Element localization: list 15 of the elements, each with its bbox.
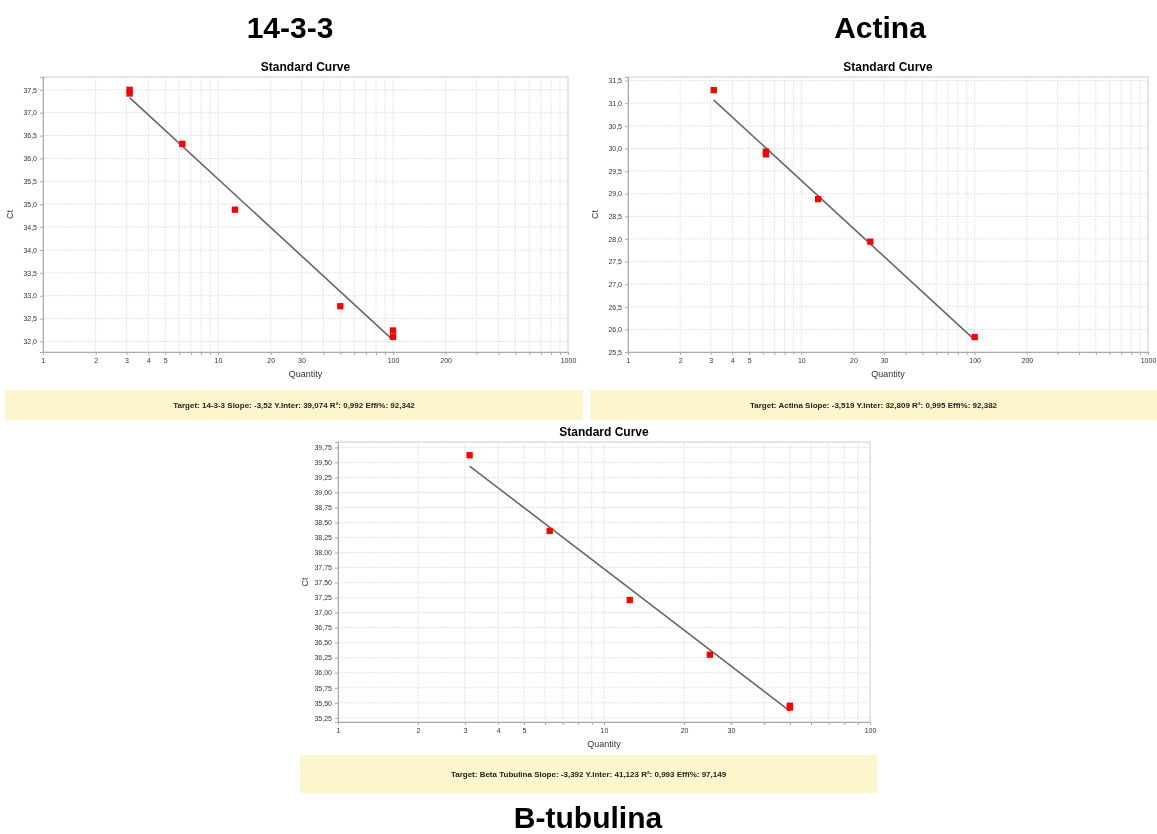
y-axis-title: Ct	[300, 577, 310, 587]
x-axis-title: Quantity	[871, 369, 906, 379]
chart-title: 14-3-3	[246, 11, 334, 44]
x-axis-title: Quantity	[288, 369, 323, 379]
text: Target: Actina Slope: -3,519 Y.Inter: 32,809 R²: 0,995 Effi%: 92,382	[749, 401, 998, 410]
text: B-tubulina	[513, 801, 663, 834]
chart-subtitle: Standard Curve	[843, 60, 933, 74]
x-axis-title: Quantity	[587, 739, 622, 749]
chart-title: Actina	[834, 11, 927, 44]
chart-subtitle: Standard Curve	[559, 425, 649, 439]
chart-subtitle: Standard Curve	[260, 60, 351, 74]
y-axis-title: Ct	[5, 209, 15, 219]
text: Target: Beta Tubulina Slope: -3,392 Y.Inter: 41,123 R²: 0,993 Effi%: 97,149	[450, 770, 727, 779]
y-axis-title: Ct	[590, 209, 600, 219]
text: Target: 14-3-3 Slope: -3,52 Y.Inter: 39,074 R²: 0,992 Effi%: 92,342	[173, 401, 416, 410]
